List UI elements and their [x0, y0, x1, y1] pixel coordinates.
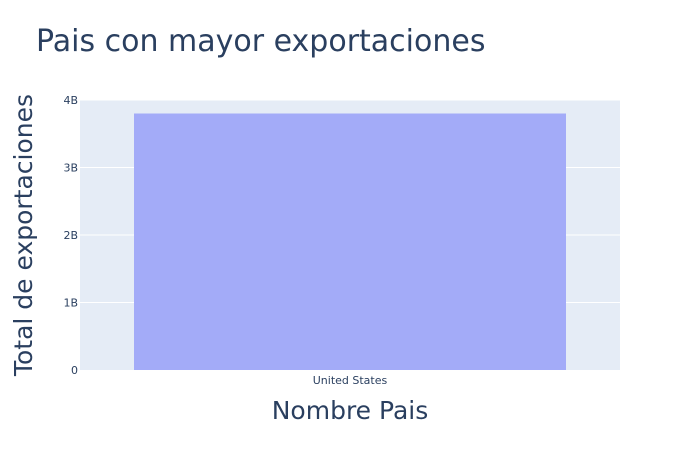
y-tick-label: 1B — [63, 297, 78, 310]
y-tick-label: 2B — [63, 229, 78, 242]
y-tick-label: 3B — [63, 162, 78, 175]
bars — [134, 113, 566, 371]
y-axis-ticks: 0 1B 2B 3B 4B — [63, 94, 78, 377]
bar-united-states[interactable] — [134, 113, 566, 371]
y-tick-label: 4B — [63, 94, 78, 107]
x-axis-title: Nombre Pais — [272, 396, 429, 425]
y-tick-label: 0 — [71, 364, 78, 377]
y-axis-title: Total de exportaciones — [9, 94, 38, 377]
chart-title: Pais con mayor exportaciones — [36, 24, 485, 59]
x-tick-label: United States — [313, 374, 388, 387]
x-axis-ticks: United States — [313, 374, 388, 387]
